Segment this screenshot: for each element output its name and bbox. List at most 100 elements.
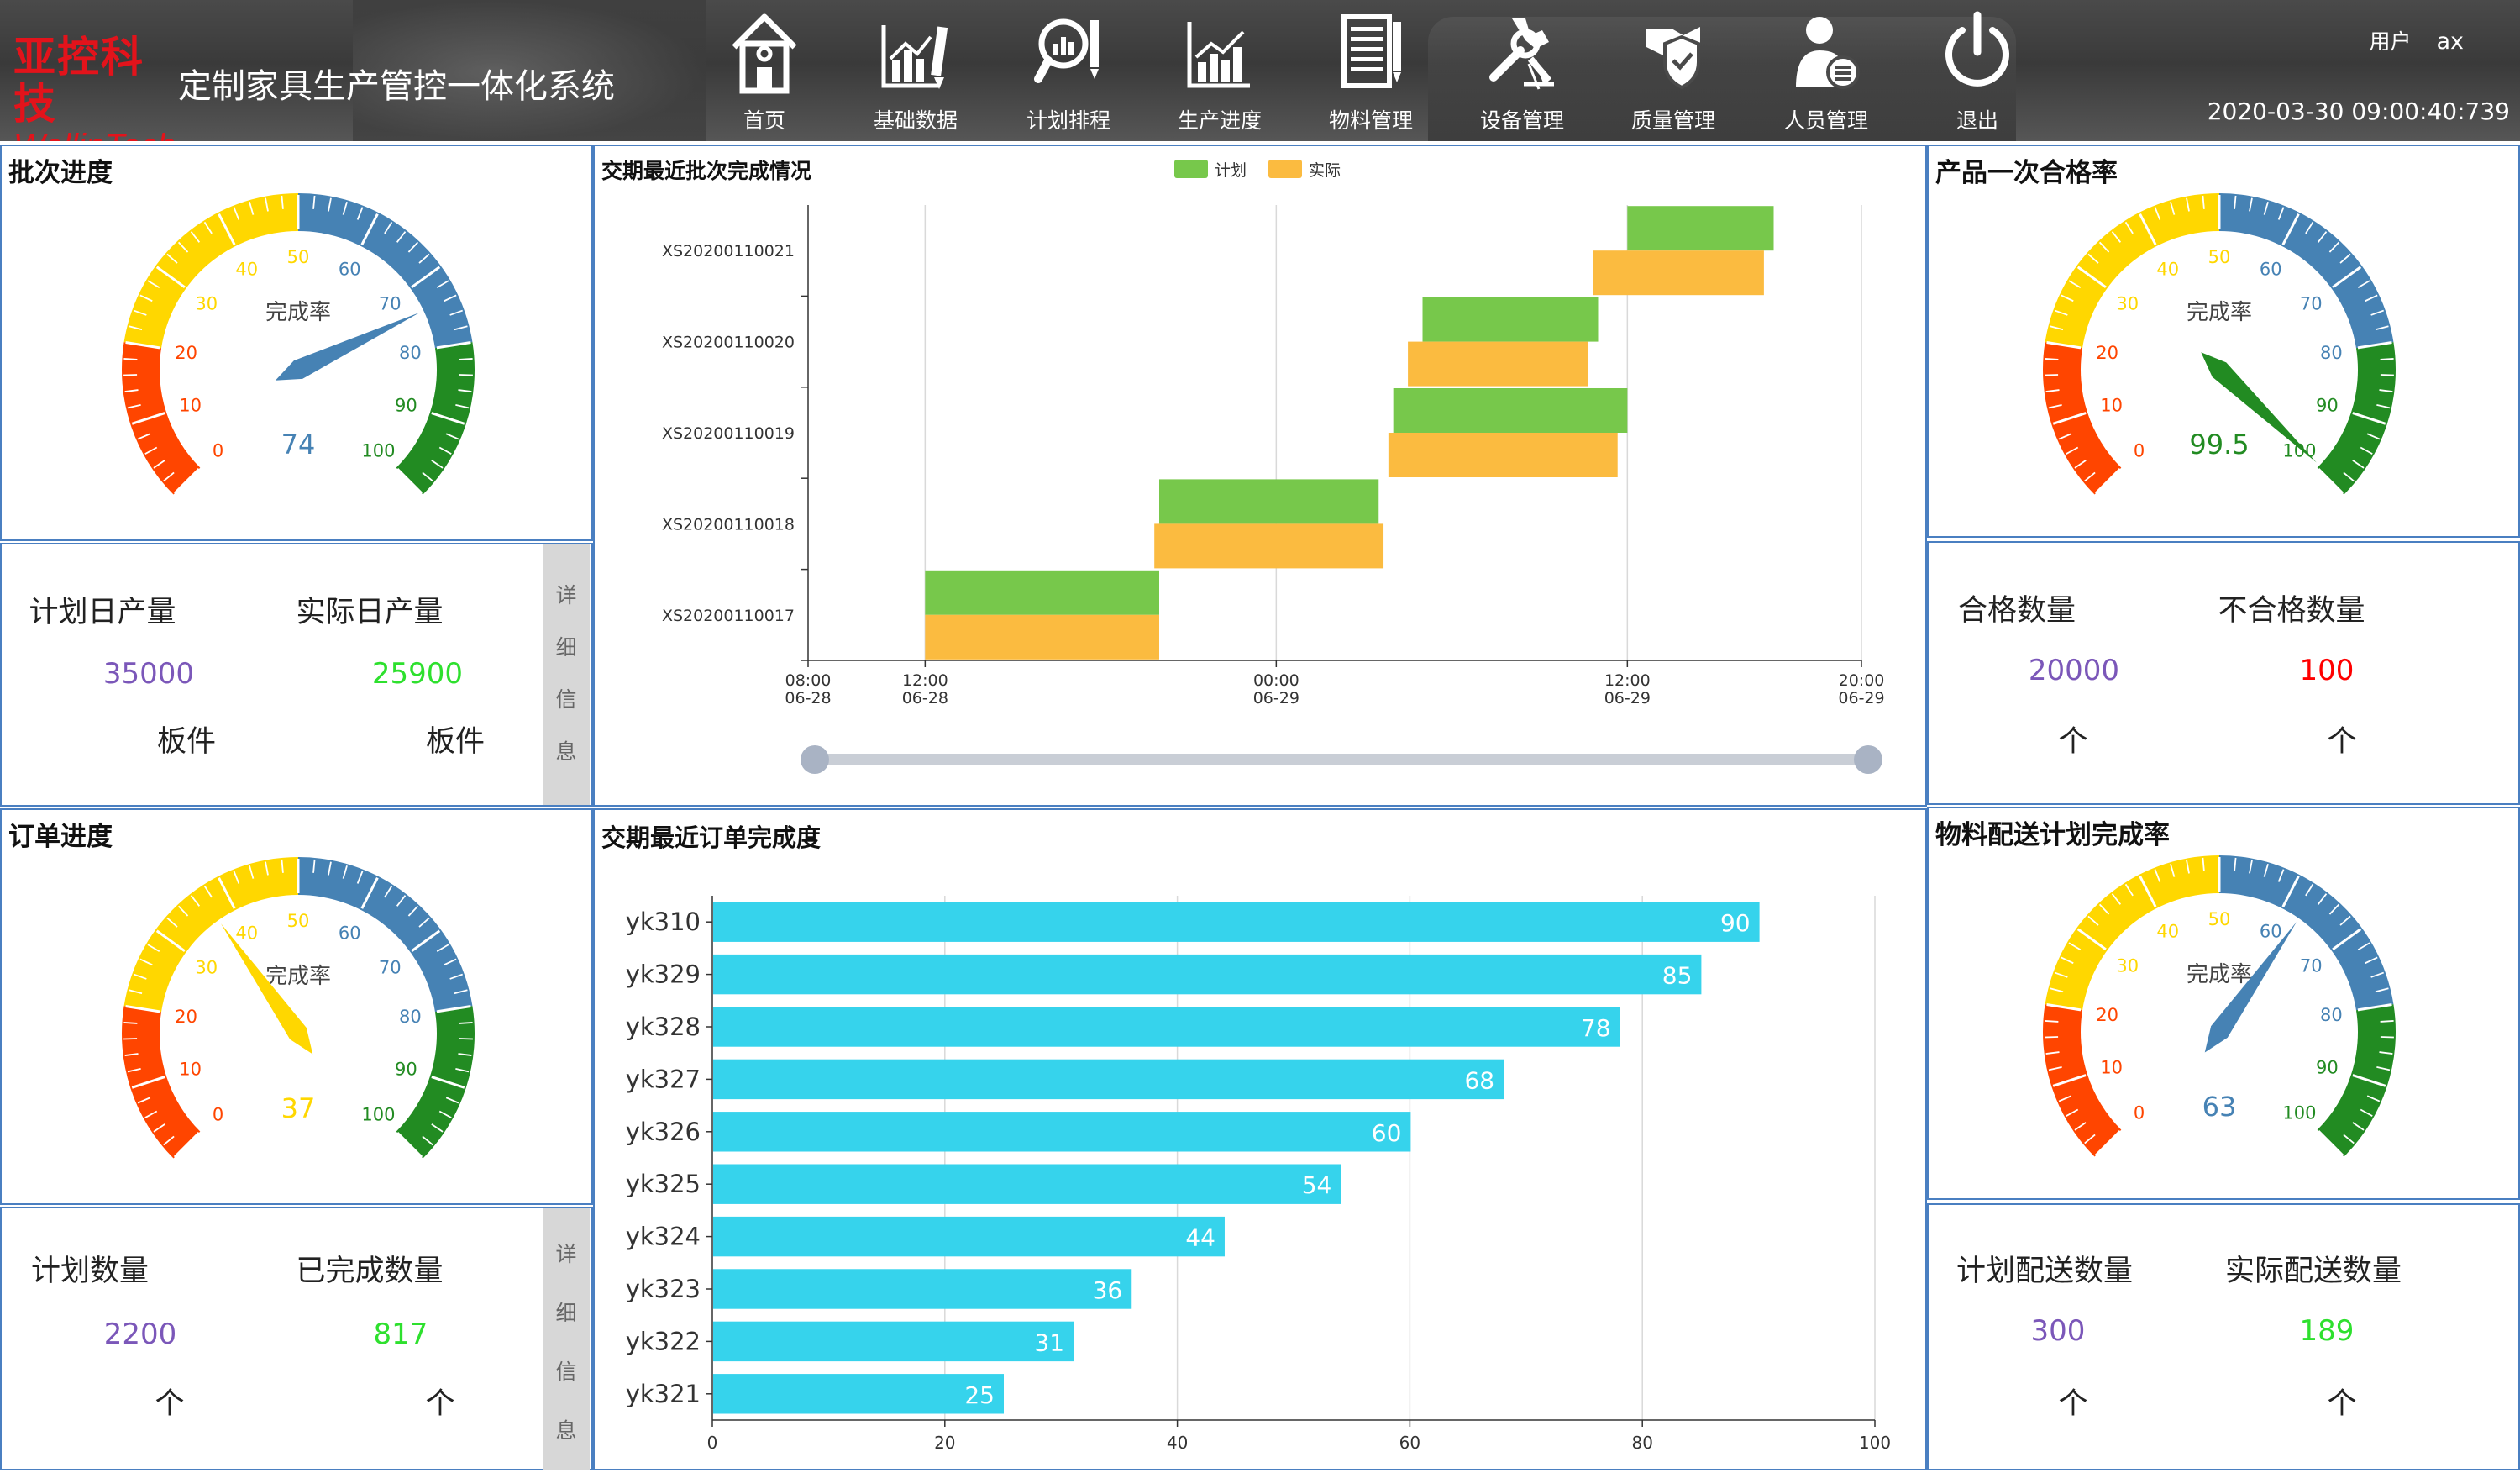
gauge-tick (2318, 468, 2344, 495)
gauge-tick (123, 358, 138, 360)
gauge-tick (2305, 221, 2314, 234)
order-detail-tab[interactable]: 详 细 信 息 (543, 1208, 590, 1470)
nav-item-plan-schedule[interactable]: 计划排程 (1001, 0, 1136, 141)
gauge-tick (431, 1123, 444, 1133)
gauge-value: 74 (281, 429, 316, 460)
nav-item-exit[interactable]: 退出 (1910, 0, 2045, 141)
order-completion-bar-chart: 0 20 40 60 80 100 yk310 90 yk329 85 yk328 78 yk327 68… (626, 896, 1891, 1453)
gauge-tick (144, 1110, 158, 1118)
material-delivery-gauge: 0 10 20 30 40 50 60 70 80 90 100 完成率 63 (2043, 855, 2396, 1157)
legend-swatch (1174, 160, 1208, 178)
gauge-tick (265, 861, 269, 876)
x-tick-label: 12:00 (902, 671, 948, 690)
bar (713, 1269, 1132, 1309)
gantt-bar-actual (925, 614, 1159, 660)
gauge-tick-label: 60 (2260, 922, 2282, 942)
batch-gantt-chart: 计划 实际08:0006-2812:0006-2800:0006-2912:000… (662, 160, 1885, 774)
gauge-tick (356, 207, 364, 220)
gauge-tick (459, 374, 473, 376)
x-tick-label: 20:00 (1839, 671, 1885, 690)
gauge-tick (2074, 460, 2087, 469)
gauge-tick (249, 202, 255, 215)
gauge-tick-label: 80 (2320, 343, 2343, 363)
gauge-tick (2343, 471, 2355, 482)
actual-daily-output-unit: 板件 (425, 725, 485, 759)
nav-item-label: 退出 (1956, 108, 1998, 133)
tools-icon (1489, 18, 1554, 90)
gantt-bar-actual (1154, 523, 1384, 569)
gauge-tick (131, 412, 165, 425)
gauge-tick-label: 70 (379, 958, 402, 978)
gauge-tick (2375, 987, 2389, 993)
batch-progress-panel: 批次进度 0 10 20 30 40 50 60 70 80 90 100 完成率 74 (0, 145, 593, 541)
gauge-tick (2380, 1020, 2394, 1023)
y-tick-label: yk329 (626, 960, 701, 989)
gauge-tick (2339, 253, 2351, 264)
x-tick-label: 08:00 (785, 671, 832, 690)
gauge-tick (396, 468, 423, 495)
batch-detail-tab[interactable]: 详 细 信 息 (543, 544, 590, 805)
qualified-count-value: 20000 (2028, 654, 2120, 687)
gauge-tick (356, 871, 364, 884)
gauge-tick (444, 294, 457, 302)
gauge-tick (2343, 1134, 2355, 1144)
gauge-value: 99.5 (2189, 429, 2249, 460)
gauge-tick (2277, 869, 2285, 882)
gauge-tick (144, 446, 158, 455)
gauge-tick (2352, 1074, 2386, 1087)
detail-tab-char: 息 (555, 739, 577, 764)
gauge-tick-label: 50 (2208, 909, 2231, 929)
gauge-tick (2094, 1130, 2121, 1157)
gauge-tick (2052, 1074, 2087, 1087)
gauge-tick (2249, 197, 2253, 212)
gauge-tick (2360, 446, 2373, 455)
gauge-tick (328, 861, 332, 876)
plan-delivery-unit: 个 (2058, 1387, 2088, 1421)
x-tick-label: 12:00 (1604, 671, 1651, 690)
detail-tab-char: 细 (555, 1301, 577, 1325)
gauge-tick (2045, 374, 2059, 376)
user-name[interactable]: ax (2436, 29, 2464, 55)
gantt-bar-actual (1593, 250, 1764, 296)
gauge-tick (407, 905, 419, 917)
gauge-tick (129, 325, 143, 331)
panel-title: 物料配送计划完成率 (1935, 820, 2170, 850)
nav-item-label: 物料管理 (1328, 108, 1413, 133)
gauge-tick (163, 1135, 175, 1146)
nav-item-material[interactable]: 物料管理 (1304, 0, 1438, 141)
gauge-tick (147, 280, 160, 289)
gauge-tick-label: 50 (287, 911, 310, 931)
zoom-slider-handle-left[interactable] (801, 745, 829, 774)
gauge-tick (139, 958, 153, 966)
gauge-tick (2045, 1036, 2059, 1039)
chart-legend: 计划 实际 (1174, 160, 1341, 180)
gauge-tick (2084, 471, 2096, 482)
y-tick-label: XS20200110020 (662, 334, 795, 352)
gauge-tick (281, 195, 284, 209)
gauge-tick (2074, 1122, 2087, 1131)
nav-item-personnel[interactable]: 人员管理 (1759, 0, 1893, 141)
gauge-tick (455, 1068, 470, 1073)
nav-item-production-progress[interactable]: 生产进度 (1152, 0, 1287, 141)
gauge-tick (2352, 1122, 2365, 1131)
nav-item-basic-data[interactable]: 基础数据 (848, 0, 983, 141)
y-tick-label: yk321 (626, 1380, 701, 1408)
x-tick-label: 20 (934, 1433, 955, 1453)
nav-item-home[interactable]: 首页 (697, 0, 832, 141)
panel-title: 批次进度 (8, 158, 113, 188)
unqualified-count-value: 100 (2299, 654, 2355, 687)
nav-item-quality[interactable]: 质量管理 (1606, 0, 1740, 141)
zoom-slider-handle-right[interactable] (1854, 745, 1882, 774)
gauge-tick (2281, 875, 2300, 907)
gauge-tick-label: 60 (339, 260, 361, 280)
gauge-tick (2375, 325, 2389, 331)
plan-daily-output-label: 计划日产量 (29, 596, 176, 629)
gauge-tick (2380, 1036, 2394, 1039)
gauge-tick (133, 973, 147, 980)
nav-item-equipment[interactable]: 设备管理 (1455, 0, 1589, 141)
gauge-band (396, 1006, 475, 1159)
gauge-tick (2328, 903, 2340, 915)
gauge-tick (455, 404, 470, 409)
gauge-tick-label: 30 (195, 958, 218, 978)
y-tick-label: XS20200110019 (662, 424, 795, 443)
